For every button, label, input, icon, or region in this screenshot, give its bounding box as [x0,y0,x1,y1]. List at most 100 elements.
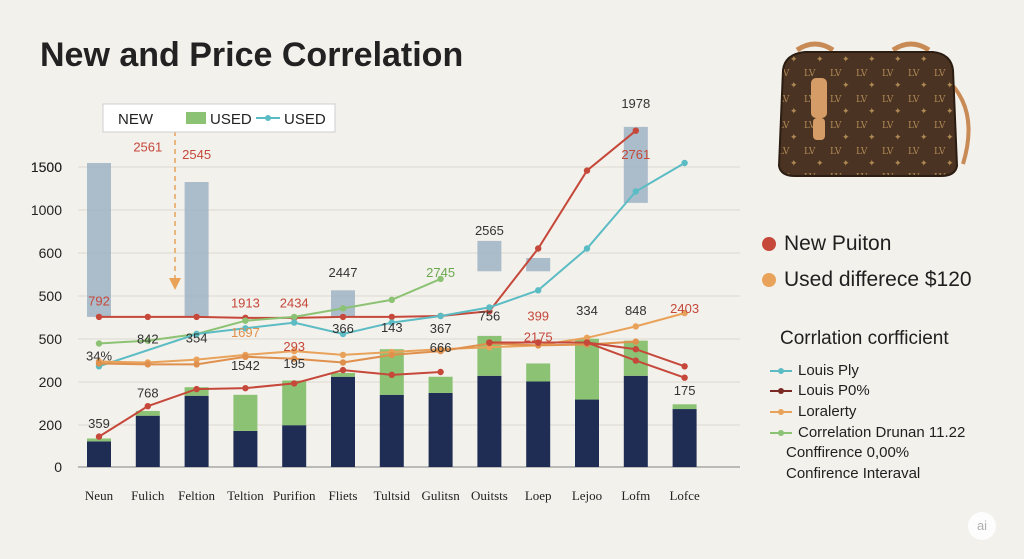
y-tick-label: 500 [39,288,63,304]
data-label: 768 [137,386,159,401]
series-point [388,371,395,379]
legend-label: USED [284,111,326,128]
orange-dot-icon [762,273,776,287]
new-bar [477,375,502,467]
used-bar [135,410,160,416]
data-label: 359 [88,416,110,431]
series-point [193,361,200,368]
used-bar [526,363,551,382]
red-line-marker-icon [770,388,792,395]
data-label: 1542 [231,358,260,373]
data-label: 1913 [231,295,260,310]
y-tick-label: 1000 [31,202,62,218]
x-tick-label: Tultsid [374,488,411,503]
y-tick-label: 1500 [31,159,62,175]
data-label: 792 [88,294,110,309]
series-point [388,319,395,326]
teal-line-marker-icon [770,368,792,375]
chart-title: New and Price Correlation [40,36,464,74]
data-label: 1978 [621,96,650,111]
floating-bar [526,258,551,272]
data-label: 756 [479,309,501,324]
stat-correlation-drunan: Correlation Drunan 11.22 [770,424,965,441]
series-point [291,380,298,387]
series-point [291,313,298,321]
data-label: 666 [430,340,452,355]
series-point [388,351,395,359]
x-tick-label: Lofce [669,488,700,503]
used-bar [87,438,111,442]
series-line [99,129,637,319]
series-point [193,385,200,393]
new-bar [331,376,355,467]
new-bar [623,375,648,467]
legend-new-puiton: New Puiton [762,232,891,256]
series-line [98,162,686,368]
data-label: 175 [674,383,696,398]
series-point [583,339,591,346]
x-axis-labels: Neun Fulich Feltion Teltion Purifion Fliets Tu… [85,488,700,503]
data-label: 2403 [670,301,699,316]
series-point [339,359,347,366]
floating-bar [331,290,355,317]
y-tick-label: 600 [39,245,63,261]
legend-used-difference: Used differece $120 [762,268,972,292]
series-point [632,188,639,195]
x-tick-label: Gulitsn [421,488,460,503]
data-label: 2745 [426,265,455,280]
series-point [583,334,591,341]
series-lines [95,122,688,440]
series-point [339,366,347,374]
series-point [437,275,444,283]
series-point [583,167,591,174]
data-label: 34% [86,349,112,364]
stacked-bars [87,335,697,467]
series-point [144,337,151,344]
series-point [486,339,493,346]
x-tick-label: Ouitsts [471,488,508,503]
y-tick-label: 0 [54,459,62,475]
series-point [95,433,103,440]
series-point [95,340,103,347]
data-label: 399 [527,309,549,324]
note-confidence: Conffirence 0,00% [786,444,910,461]
data-label: 842 [137,332,159,347]
y-tick-label: 500 [39,331,63,347]
orange-line-marker-icon [770,409,792,416]
series-point [632,357,639,364]
new-bar [672,409,697,467]
stat-louis-ply: Louis Ply [770,362,859,379]
series-point [583,245,591,252]
series-line [98,277,441,345]
series-point [95,360,103,367]
series-point [95,313,103,321]
series-point [144,313,151,321]
legend-label: USED [210,111,252,128]
data-label: 2561 [133,140,162,155]
series-point [242,384,249,392]
note-interval: Confirence Interaval [786,465,921,482]
x-tick-label: Feltion [178,488,215,503]
new-bar [135,415,160,467]
series-point [632,127,639,134]
series-line [98,340,636,366]
series-line [98,369,441,438]
legend-swatch [186,112,206,124]
series-point [632,338,639,345]
data-label: 2545 [182,147,211,162]
new-bar [526,381,551,467]
data-label: 143 [381,320,403,335]
data-label: 848 [625,303,647,318]
new-bar [379,394,404,467]
x-tick-label: Loep [525,488,552,503]
data-label: 2761 [621,147,650,162]
y-tick-label: 1500 [31,159,62,175]
data-label: 2565 [475,223,504,238]
data-label: 367 [430,321,452,336]
series-point [193,330,200,338]
x-tick-label: Purifion [273,488,316,503]
series-point [632,323,639,330]
data-label: 293 [283,339,305,354]
data-label: 366 [332,321,354,336]
